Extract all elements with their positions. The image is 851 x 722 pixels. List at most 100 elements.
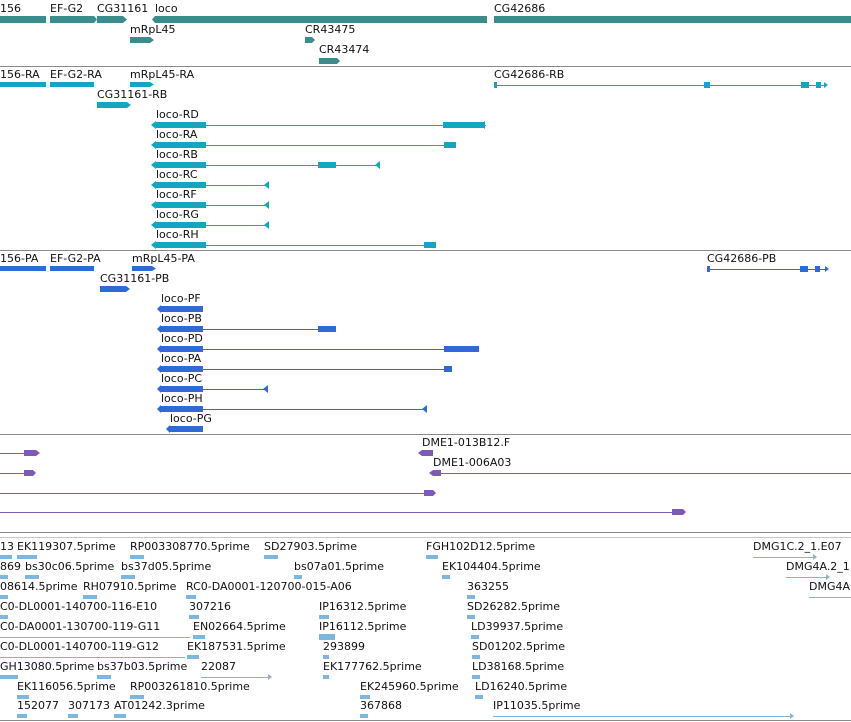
est-feature[interactable] — [467, 595, 475, 599]
est-feature[interactable] — [187, 655, 199, 659]
clone-feature[interactable] — [0, 512, 683, 513]
clone-feature[interactable] — [0, 453, 36, 454]
gene-feature[interactable] — [155, 16, 487, 23]
est-feature[interactable] — [189, 615, 199, 619]
est-feature[interactable] — [186, 595, 196, 599]
est-feature[interactable] — [193, 635, 205, 639]
est-feature[interactable] — [121, 575, 135, 579]
est-label: RH07910.5prime — [83, 580, 177, 593]
est-feature[interactable] — [360, 714, 368, 718]
transcript-feature[interactable] — [0, 82, 46, 87]
est-feature[interactable] — [471, 635, 479, 639]
est-feature[interactable] — [786, 577, 826, 578]
est-feature[interactable] — [493, 716, 790, 717]
transcript-feature[interactable] — [156, 225, 269, 226]
est-feature[interactable] — [0, 575, 8, 579]
est-feature[interactable] — [323, 675, 329, 679]
est-feature[interactable] — [130, 555, 144, 559]
strand-arrow-icon — [150, 37, 154, 43]
est-feature[interactable] — [114, 714, 126, 718]
est-feature[interactable] — [17, 714, 27, 718]
polypeptide-feature[interactable] — [161, 306, 203, 312]
gene-feature[interactable] — [319, 58, 337, 64]
est-label: GH13080.5prime — [0, 660, 95, 673]
exon — [444, 366, 452, 372]
gene-feature[interactable] — [130, 37, 150, 43]
transcript-feature[interactable] — [156, 205, 269, 206]
est-feature[interactable] — [426, 555, 438, 559]
est-feature[interactable] — [753, 557, 813, 558]
est-feature[interactable] — [83, 595, 97, 599]
polypeptide-label: loco-PD — [161, 332, 203, 345]
transcript-feature[interactable] — [156, 145, 456, 146]
clone-feature[interactable] — [0, 473, 33, 474]
est-label: SD01202.5prime — [472, 640, 565, 653]
est-feature[interactable] — [0, 675, 18, 679]
transcript-feature[interactable] — [50, 82, 94, 87]
est-feature[interactable] — [475, 695, 483, 699]
est-feature[interactable] — [809, 597, 851, 598]
polypeptide-feature[interactable] — [161, 329, 336, 330]
est-feature[interactable] — [0, 637, 190, 638]
transcript-feature[interactable] — [97, 102, 127, 108]
est-feature[interactable] — [472, 675, 480, 679]
est-feature[interactable] — [130, 695, 144, 699]
est-feature[interactable] — [17, 695, 29, 699]
est-label: 293899 — [323, 640, 365, 653]
est-feature[interactable] — [201, 677, 268, 678]
est-feature[interactable] — [467, 615, 475, 619]
gene-feature[interactable] — [494, 16, 851, 23]
gene-feature[interactable] — [305, 37, 312, 43]
transcript-feature[interactable] — [156, 165, 380, 166]
est-feature[interactable] — [0, 595, 8, 599]
est-feature[interactable] — [97, 675, 111, 679]
est-feature[interactable] — [0, 615, 8, 619]
est-label: DMG4A.2_1 — [786, 560, 850, 573]
polypeptide-feature[interactable] — [161, 409, 427, 410]
clone-end — [424, 490, 433, 496]
est-feature[interactable] — [442, 575, 450, 579]
exon — [424, 242, 436, 248]
polypeptide-feature[interactable] — [0, 266, 46, 271]
clone-feature[interactable] — [0, 493, 433, 494]
transcript-feature[interactable] — [156, 185, 269, 186]
clone-feature[interactable] — [422, 450, 433, 456]
est-label: IP16112.5prime — [319, 620, 407, 633]
est-feature[interactable] — [294, 575, 302, 579]
est-feature[interactable] — [319, 615, 329, 619]
transcript-feature[interactable] — [156, 245, 436, 246]
est-feature[interactable] — [264, 555, 278, 559]
gene-feature[interactable] — [0, 16, 46, 23]
est-feature[interactable] — [17, 555, 37, 559]
est-feature[interactable] — [68, 714, 78, 718]
est-feature[interactable] — [472, 655, 480, 659]
polypeptide-feature[interactable] — [170, 426, 203, 432]
est-label: EK177762.5prime — [323, 660, 422, 673]
exon — [816, 82, 821, 88]
est-feature[interactable] — [0, 657, 185, 658]
polypeptide-feature[interactable] — [100, 286, 126, 292]
clone-feature[interactable] — [433, 473, 851, 474]
polypeptide-feature[interactable] — [161, 349, 479, 350]
transcript-label: loco-RH — [156, 228, 199, 241]
est-feature[interactable] — [360, 695, 370, 699]
polypeptide-feature[interactable] — [132, 266, 152, 271]
est-feature[interactable] — [0, 555, 12, 559]
gene-feature[interactable] — [97, 16, 123, 23]
polypeptide-feature[interactable] — [707, 269, 825, 270]
track-separator — [0, 537, 851, 538]
est-feature[interactable] — [25, 575, 39, 579]
gene-feature[interactable] — [50, 16, 94, 23]
strand-arrow-icon — [36, 450, 40, 456]
transcript-label: loco-RG — [156, 208, 199, 221]
gene-label: CG42686 — [494, 2, 546, 15]
transcript-feature[interactable] — [494, 85, 824, 86]
est-feature[interactable] — [323, 655, 329, 659]
transcript-feature[interactable] — [130, 82, 150, 87]
transcript-feature[interactable] — [156, 125, 486, 126]
est-feature[interactable] — [319, 634, 335, 640]
polypeptide-feature[interactable] — [50, 266, 94, 271]
polypeptide-feature[interactable] — [161, 369, 452, 370]
polypeptide-feature[interactable] — [161, 389, 268, 390]
